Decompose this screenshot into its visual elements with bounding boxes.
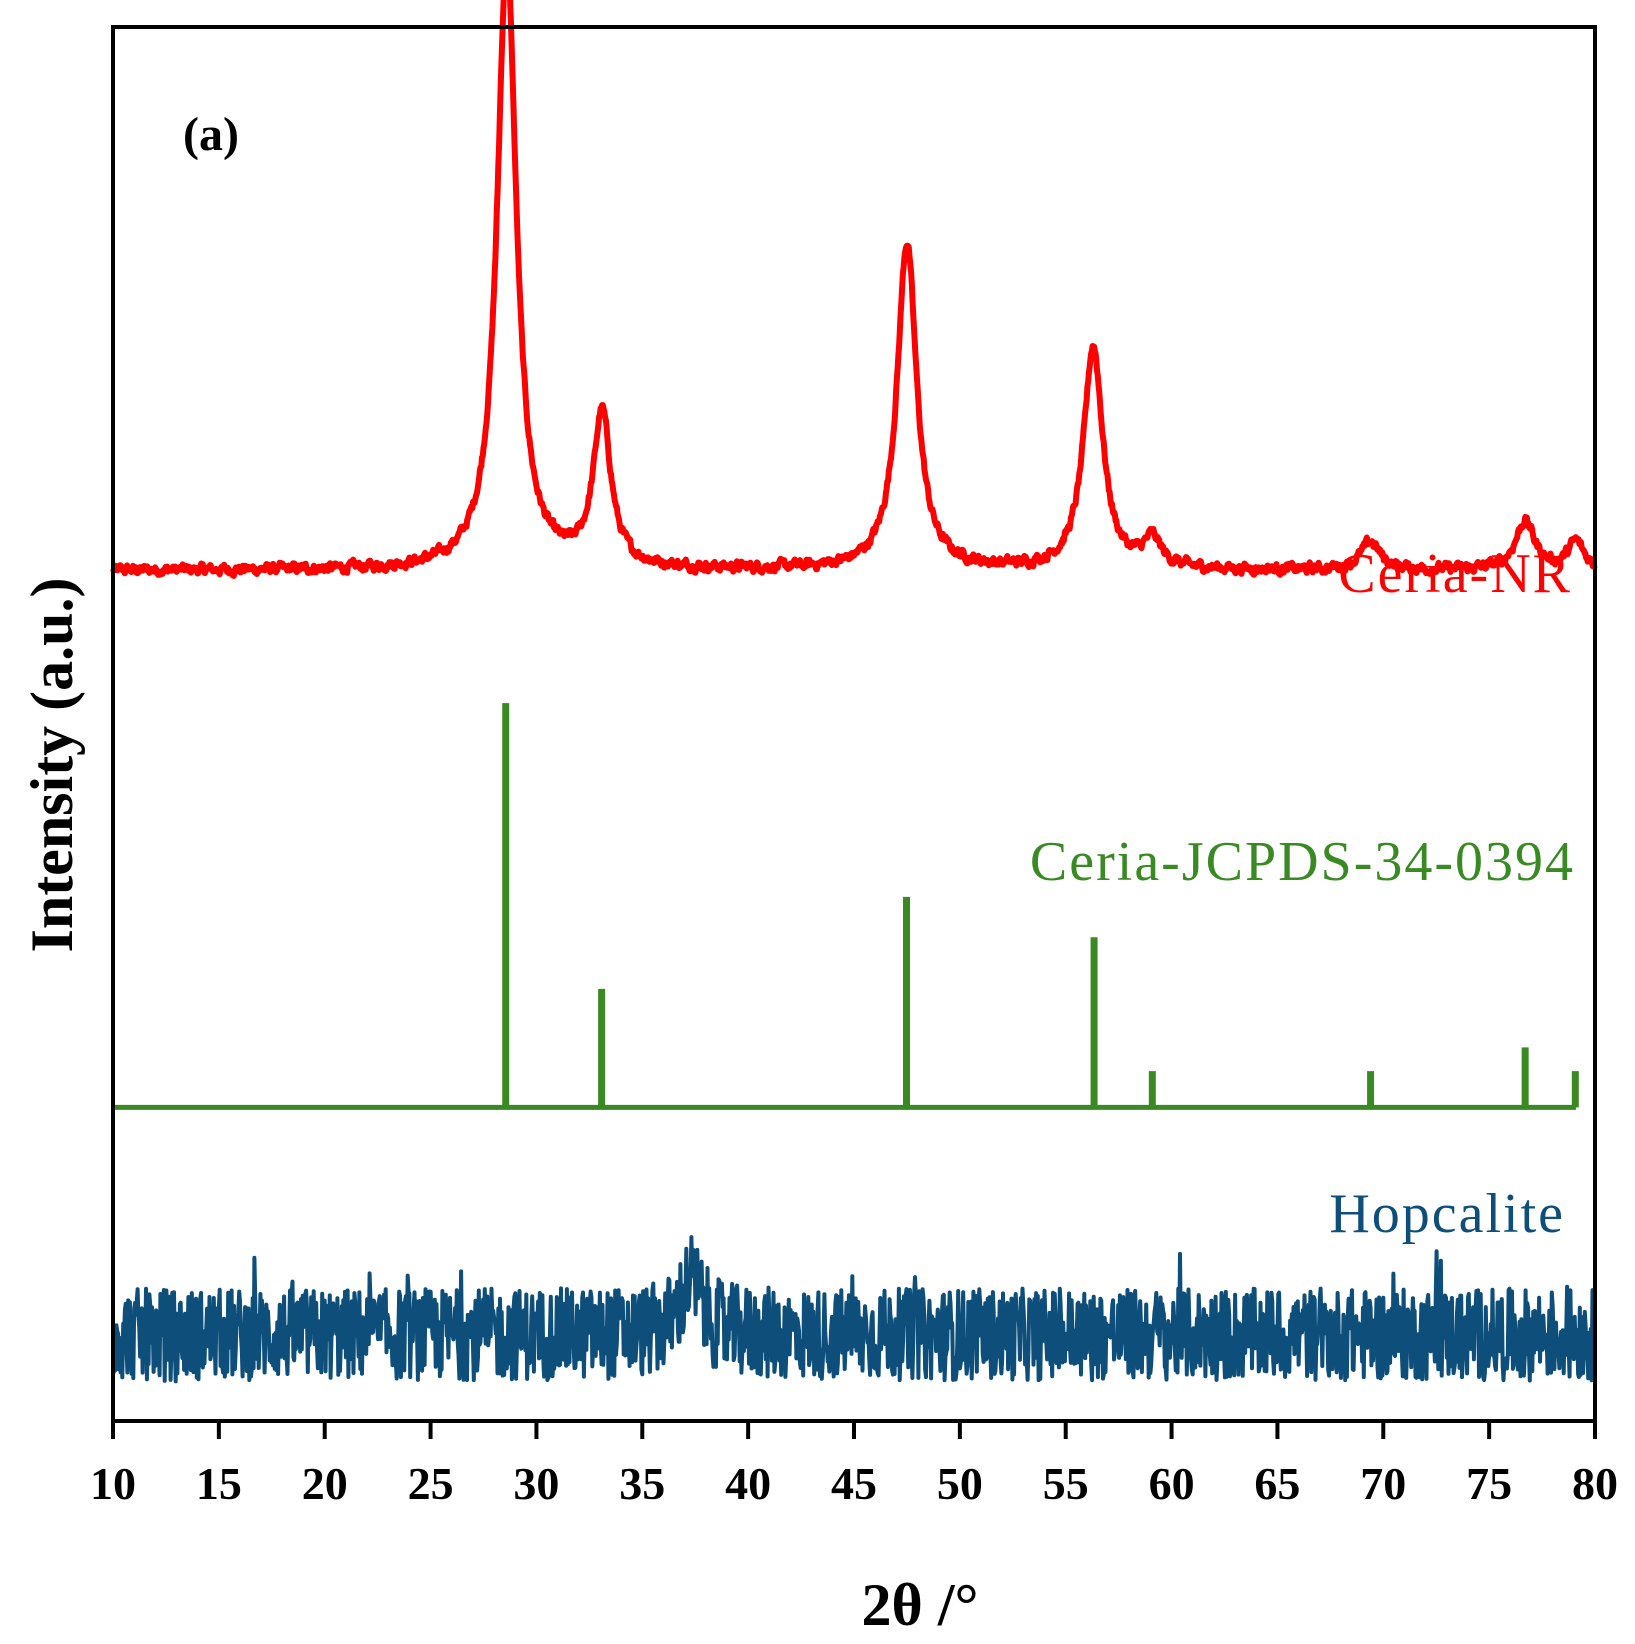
x-axis-label: 2θ /° [862, 1572, 979, 1638]
hopcalite-line [111, 1235, 1597, 1384]
series-label-hopcalite: Hopcalite [1329, 1183, 1565, 1245]
x-tick-label-35: 35 [619, 1458, 665, 1509]
series-label-ceria-nr: Ceria-NR [1338, 543, 1572, 605]
x-tick-label-80: 80 [1572, 1458, 1618, 1509]
y-axis-label: Intensity (a.u.) [19, 577, 85, 952]
x-tick-label-15: 15 [196, 1458, 242, 1509]
ceria-nr-line [110, 0, 1598, 579]
x-axis-ticks [111, 1421, 1597, 1439]
x-tick-label-55: 55 [1043, 1458, 1089, 1509]
x-axis-tick-labels: 10 15 20 25 30 35 40 45 50 55 60 65 70 75 80 [90, 1458, 1618, 1509]
x-tick-label-40: 40 [725, 1458, 771, 1509]
plot-series [110, 0, 1598, 1384]
x-tick-label-25: 25 [408, 1458, 454, 1509]
x-tick-label-65: 65 [1254, 1458, 1300, 1509]
x-tick-label-50: 50 [937, 1458, 983, 1509]
x-tick-label-75: 75 [1466, 1458, 1512, 1509]
panel-label: (a) [183, 108, 239, 161]
x-tick-label-45: 45 [831, 1458, 877, 1509]
x-tick-label-20: 20 [302, 1458, 348, 1509]
series-label-ceria-jcpds: Ceria-JCPDS-34-0394 [1030, 831, 1575, 893]
x-tick-label-10: 10 [90, 1458, 136, 1509]
x-tick-label-60: 60 [1149, 1458, 1195, 1509]
x-tick-label-30: 30 [513, 1458, 559, 1509]
x-tick-label-70: 70 [1360, 1458, 1406, 1509]
